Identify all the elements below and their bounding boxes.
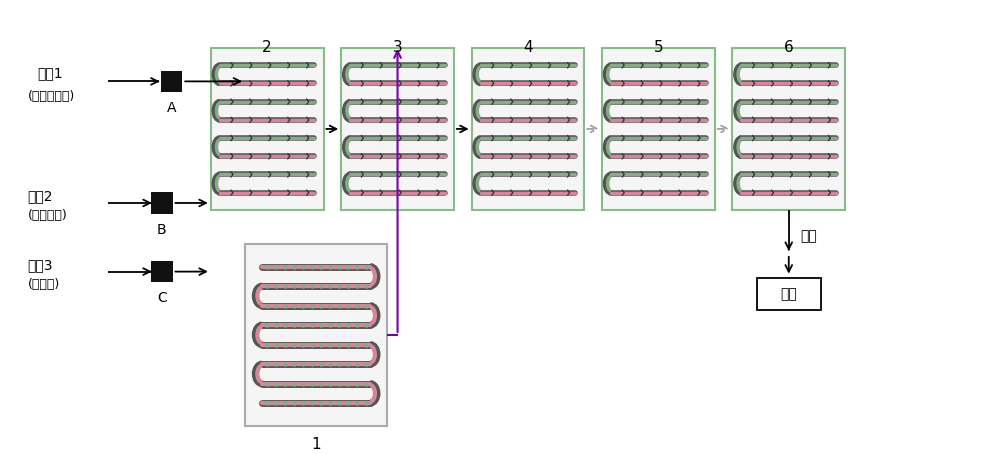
Text: 2: 2 (262, 40, 272, 55)
Text: (发烟硝酸): (发烟硝酸) (27, 209, 67, 222)
Bar (757, 278, 821, 310)
Text: 6: 6 (784, 40, 794, 55)
Text: C: C (157, 291, 167, 305)
Text: 3: 3 (393, 40, 402, 55)
Bar (151, 261, 173, 282)
Text: 1: 1 (311, 437, 321, 452)
Bar (211, 48, 324, 210)
Text: (浓硫酸): (浓硫酸) (27, 278, 60, 291)
Bar (161, 71, 182, 92)
Text: 物料1: 物料1 (37, 67, 63, 80)
Text: 5: 5 (654, 40, 663, 55)
Bar (151, 192, 173, 214)
Text: 物料3: 物料3 (27, 258, 53, 272)
Text: A: A (167, 101, 176, 115)
Bar (245, 244, 387, 425)
Text: B: B (157, 222, 167, 237)
Bar (732, 48, 845, 210)
Text: 产品: 产品 (780, 287, 797, 301)
Text: (邻氯苯甲酸): (邻氯苯甲酸) (27, 89, 75, 103)
Bar (341, 48, 454, 210)
Bar (472, 48, 584, 210)
Text: 物料2: 物料2 (27, 189, 53, 203)
Text: 处理: 处理 (801, 229, 817, 243)
Bar (602, 48, 715, 210)
Text: 4: 4 (523, 40, 533, 55)
